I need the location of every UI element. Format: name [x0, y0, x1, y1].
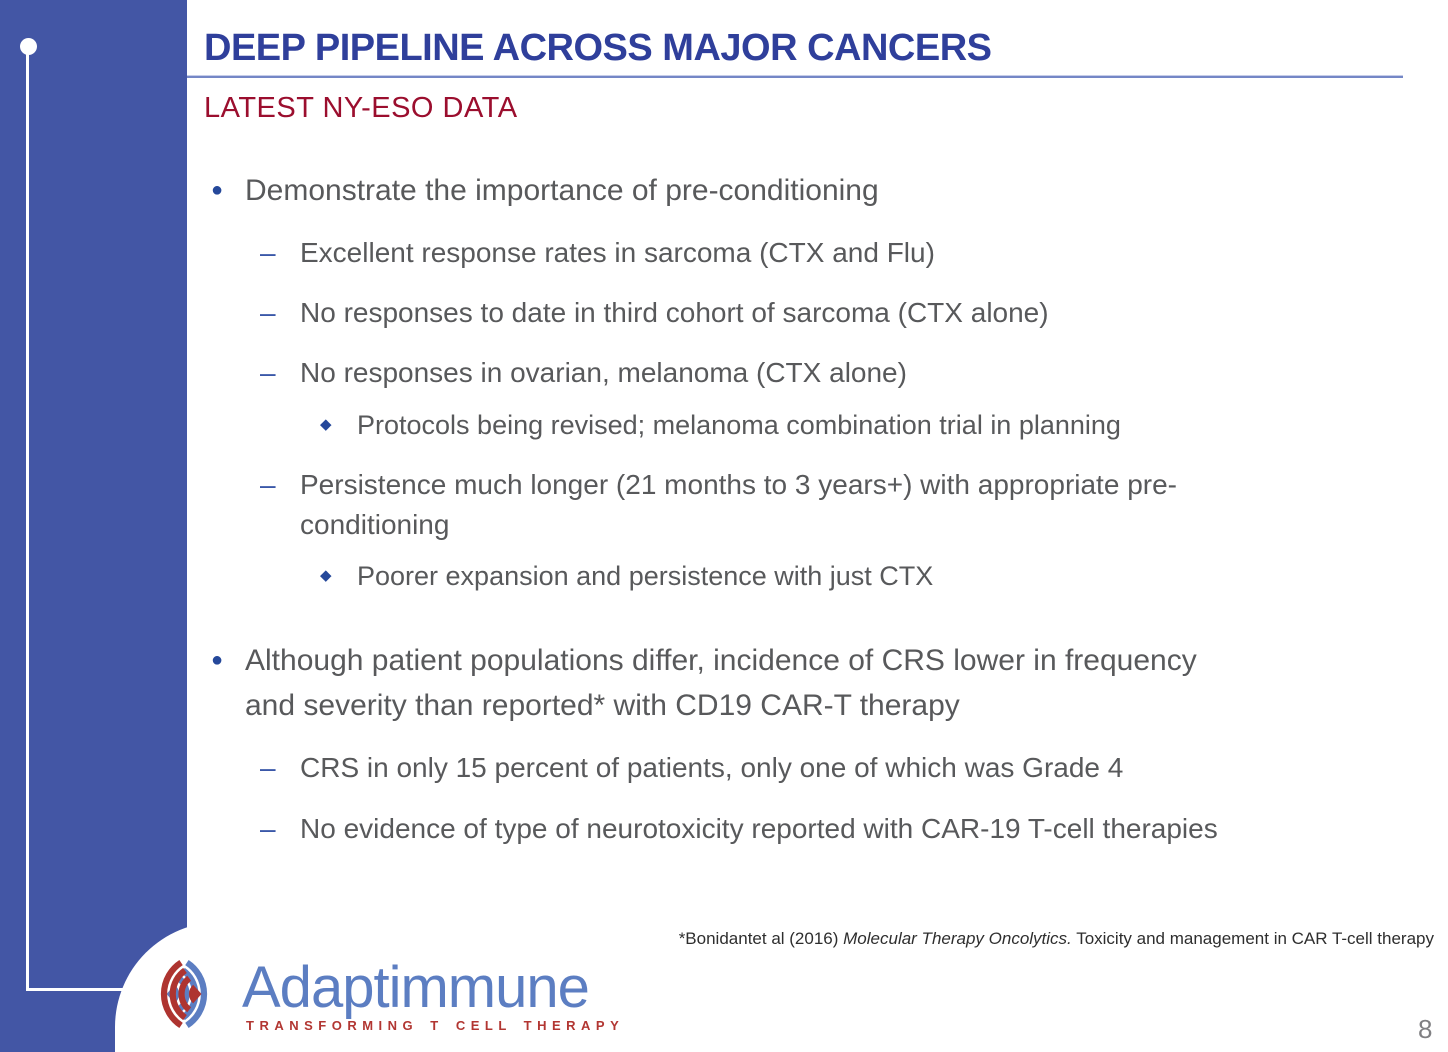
footnote-prefix: *Bonidantet al (2016)	[678, 929, 844, 948]
left-accent-band	[0, 0, 187, 1052]
diamond-icon: ◆	[320, 567, 332, 584]
footnote-suffix: Toxicity and management in CAR T-cell th…	[1071, 929, 1434, 948]
slide-title: DEEP PIPELINE ACROSS MAJOR CANCERS	[204, 27, 992, 69]
list-item: – No responses to date in third cohort o…	[187, 293, 1448, 333]
list-item: – No evidence of type of neurotoxicity r…	[187, 809, 1448, 849]
list-item: ● Although patient populations differ, i…	[187, 638, 1247, 728]
page-number: 8	[1418, 1014, 1433, 1044]
list-item: – No responses in ovarian, melanoma (CTX…	[187, 353, 1448, 393]
dash-icon: –	[260, 297, 276, 328]
dash-icon: –	[260, 357, 276, 388]
logo-tagline: TRANSFORMING T CELL THERAPY	[246, 1018, 625, 1033]
band-dot-decoration	[20, 38, 37, 55]
band-vertical-line	[26, 47, 29, 991]
footnote-citation: Molecular Therapy Oncolytics.	[843, 929, 1072, 948]
list-item: – CRS in only 15 percent of patients, on…	[187, 748, 1448, 788]
title-divider	[187, 75, 1403, 78]
list-item-text: Persistence much longer (21 months to 3 …	[300, 469, 1177, 540]
list-item-text: Although patient populations differ, inc…	[245, 644, 1197, 722]
band-horizontal-line	[26, 988, 128, 991]
dash-icon: –	[260, 237, 276, 268]
dash-icon: –	[260, 813, 276, 844]
bullet-icon: ●	[211, 179, 224, 201]
list-item: ◆ Poorer expansion and persistence with …	[187, 556, 1448, 596]
dash-icon: –	[260, 752, 276, 783]
list-item-text: CRS in only 15 percent of patients, only…	[300, 752, 1124, 783]
footnote: *Bonidantet al (2016) Molecular Therapy …	[679, 929, 1434, 949]
list-item: ◆ Protocols being revised; melanoma comb…	[187, 405, 1448, 445]
slide-subtitle: LATEST NY-ESO DATA	[204, 92, 518, 124]
logo-wordmark: Adaptimmune	[242, 955, 590, 1020]
diamond-icon: ◆	[320, 416, 332, 433]
list-item-text: No responses to date in third cohort of …	[300, 297, 1049, 328]
list-item-text: No evidence of type of neurotoxicity rep…	[300, 813, 1218, 844]
list-item: – Excellent response rates in sarcoma (C…	[187, 233, 1448, 273]
list-item-text: Demonstrate the importance of pre-condit…	[245, 174, 879, 207]
list-item-text: Poorer expansion and persistence with ju…	[357, 561, 934, 591]
logo-background-curve	[115, 922, 675, 1052]
adaptimmune-logo-icon	[160, 959, 208, 1029]
dash-icon: –	[260, 469, 276, 500]
list-item: – Persistence much longer (21 months to …	[187, 465, 1287, 545]
logo-text-block: Adaptimmune TRANSFORMING T CELL THERAPY	[242, 955, 625, 1034]
bullet-icon: ●	[211, 649, 224, 671]
list-item-text: No responses in ovarian, melanoma (CTX a…	[300, 357, 907, 388]
adaptimmune-logo: Adaptimmune TRANSFORMING T CELL THERAPY	[134, 950, 624, 1038]
list-item-text: Excellent response rates in sarcoma (CTX…	[300, 237, 935, 268]
list-item-text: Protocols being revised; melanoma combin…	[357, 410, 1121, 440]
list-item: ● Demonstrate the importance of pre-cond…	[187, 168, 1448, 213]
bullet-list: ● Demonstrate the importance of pre-cond…	[187, 150, 1448, 849]
